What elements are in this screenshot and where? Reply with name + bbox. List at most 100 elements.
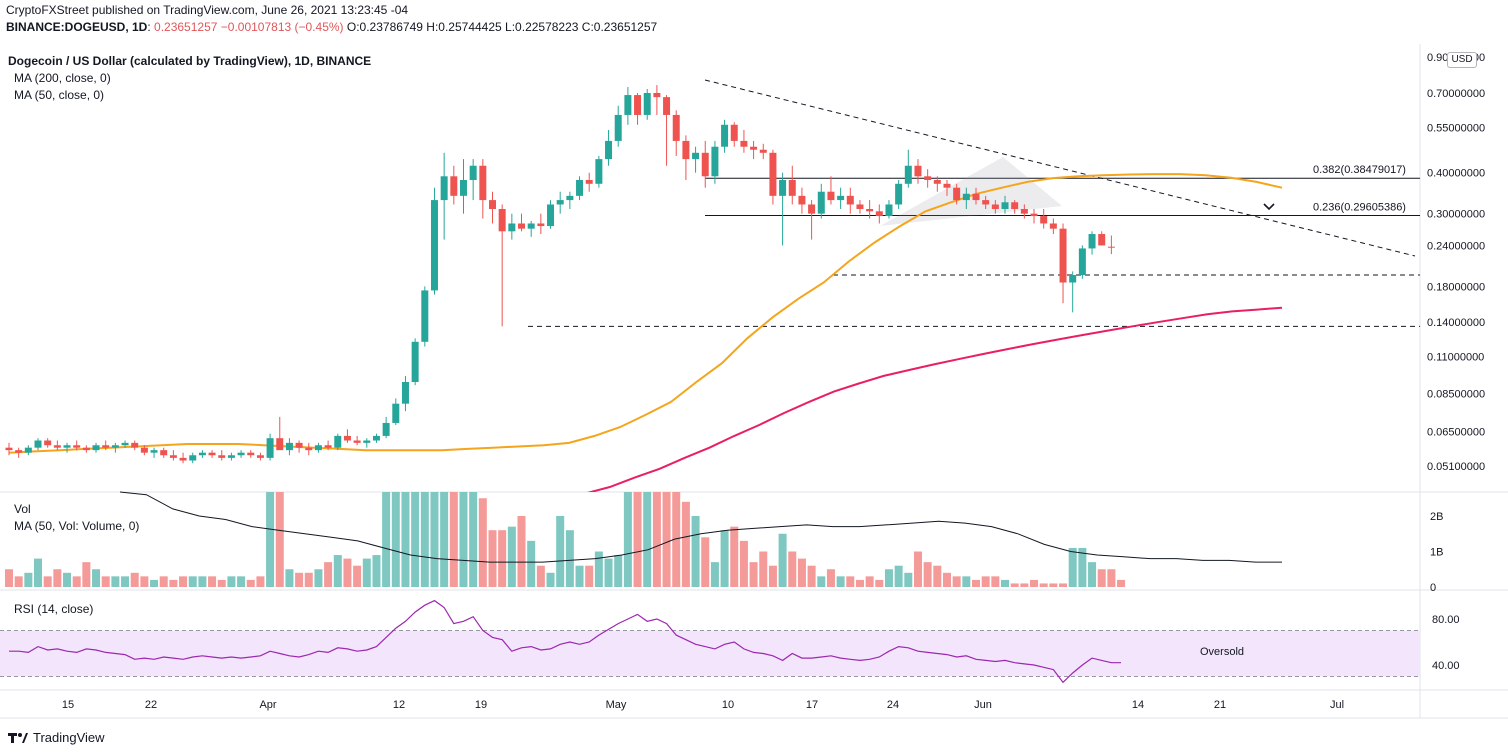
rsi-axis-label: 40.00 — [1432, 660, 1460, 672]
volume-bar — [121, 576, 130, 587]
price-axis-label: 0.55000000 — [1427, 122, 1485, 134]
candle-body — [576, 179, 584, 196]
candle-body — [1059, 228, 1067, 283]
volume-axis-label: 2B — [1430, 511, 1443, 523]
candle-body — [692, 152, 700, 160]
candle-body — [634, 95, 642, 115]
volume-bar — [101, 576, 110, 587]
volume-bar — [488, 530, 497, 587]
volume-bar — [314, 569, 323, 587]
volume-bar — [130, 572, 139, 587]
price-axis-label: 0.18000000 — [1427, 281, 1485, 293]
candle-body — [247, 452, 255, 456]
candle-body — [401, 381, 409, 404]
legend-ma50: MA (50, close, 0) — [14, 88, 105, 102]
price-pane — [0, 44, 1420, 492]
currency-badge[interactable]: USD — [1447, 52, 1477, 68]
candle-body — [982, 200, 990, 205]
candle-body — [169, 455, 177, 458]
legend-vol-ma: MA (50, Vol: Volume, 0) — [14, 519, 140, 533]
volume-bar — [295, 572, 304, 587]
volume-bar — [778, 533, 787, 587]
volume-bar — [34, 558, 43, 587]
candle-body — [459, 179, 467, 196]
candle-body — [817, 191, 825, 214]
volume-ma-line — [119, 491, 1282, 563]
volume-bar — [904, 572, 913, 587]
volume-bar — [420, 492, 429, 587]
candle-body — [276, 438, 284, 451]
candle-body — [808, 204, 816, 214]
candle-body — [566, 195, 574, 201]
candle-body — [34, 440, 42, 448]
volume-bar — [991, 576, 1000, 587]
candle-body — [972, 193, 980, 201]
x-axis-label: 17 — [806, 699, 818, 711]
candle-body — [430, 200, 438, 291]
candle-body — [875, 211, 883, 217]
candle-body — [827, 191, 835, 201]
candle-body — [595, 159, 603, 184]
price-axis-label: 0.30000000 — [1427, 209, 1485, 221]
candle-body — [1030, 213, 1038, 217]
close-value: C:0.23651257 — [581, 20, 658, 34]
candle-body — [5, 447, 13, 451]
chart-title: Dogecoin / US Dollar (calculated by Trad… — [8, 54, 372, 68]
low-value: L:0.22578223 — [505, 20, 579, 34]
candle-body — [885, 204, 893, 217]
volume-bar — [962, 576, 971, 587]
volume-bar — [169, 579, 178, 587]
ma50-line — [8, 173, 1283, 454]
price-axis-label: 0.70000000 — [1427, 88, 1485, 100]
volume-bar — [614, 555, 623, 587]
candle-body — [131, 442, 139, 448]
candle-body — [1069, 275, 1077, 283]
footer-brand[interactable]: TradingView — [8, 730, 105, 745]
volume-bar — [14, 576, 23, 587]
chevron-marker — [1263, 203, 1275, 211]
price-axis-label: 0.11000000 — [1427, 352, 1484, 364]
candle-body — [837, 195, 845, 201]
candle-body — [1040, 216, 1048, 224]
candle-body — [605, 140, 613, 160]
ma200-line — [587, 306, 1283, 492]
volume-bar — [469, 492, 478, 587]
candle-body — [943, 183, 951, 188]
price-series-group — [5, 85, 1283, 492]
candle-body — [227, 455, 235, 458]
volume-bar — [942, 572, 951, 587]
candle-body — [421, 290, 429, 342]
volume-bar — [382, 492, 391, 587]
candle-body — [498, 208, 506, 232]
candle-body — [788, 179, 796, 196]
volume-bar — [894, 565, 903, 587]
candle-body — [1098, 234, 1106, 246]
price-axis-label: 0.14000000 — [1427, 317, 1485, 329]
candle-body — [44, 440, 52, 446]
candle-body — [440, 176, 448, 201]
volume-bar — [972, 579, 980, 587]
candle-body — [643, 93, 651, 115]
volume-bar — [362, 558, 371, 587]
volume-bar — [24, 572, 33, 587]
price-axis-label: 0.08500000 — [1427, 388, 1485, 400]
candle-body — [866, 208, 874, 212]
candle-body — [1088, 234, 1096, 249]
oversold-annotation: Oversold — [1200, 646, 1244, 658]
candle-body — [73, 445, 81, 448]
rsi-band — [0, 630, 1420, 677]
volume-bar — [575, 565, 584, 587]
candle-body — [933, 179, 941, 184]
volume-bar — [198, 576, 207, 587]
volume-bar — [227, 576, 236, 587]
candle-body — [1049, 223, 1057, 229]
volume-bar — [536, 565, 545, 587]
candle-body — [469, 165, 477, 180]
candle-body — [750, 146, 758, 150]
candle-body — [846, 195, 854, 205]
volume-bar — [82, 562, 91, 587]
volume-bar — [585, 565, 594, 587]
candle-body — [585, 179, 593, 184]
candle-body — [711, 146, 719, 177]
